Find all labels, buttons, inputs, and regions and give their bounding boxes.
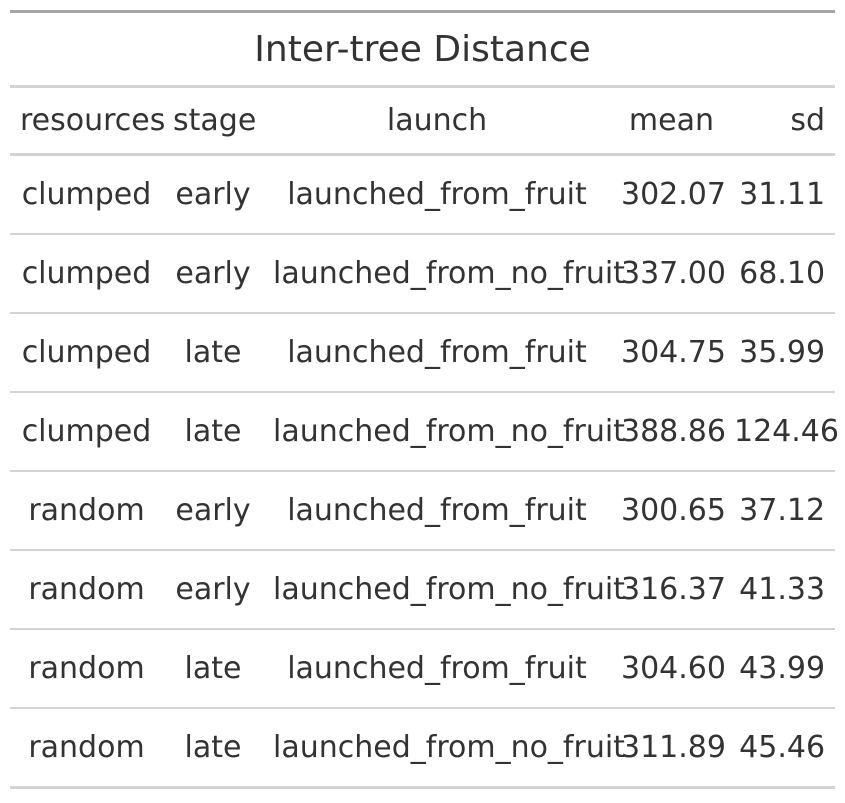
cell-sd: 35.99 — [724, 312, 836, 392]
cell-launch: launched_from_no_fruit — [263, 233, 625, 313]
cell-resources: clumped — [10, 233, 163, 313]
cell-sd: 45.46 — [724, 707, 836, 788]
cell-resources: clumped — [10, 391, 163, 471]
cell-mean: 316.37 — [611, 549, 726, 629]
cell-resources: clumped — [21, 177, 152, 212]
cell-mean: 388.86 — [611, 391, 726, 471]
column-header-sd: sd — [724, 86, 836, 156]
table-title: Inter-tree Distance — [10, 11, 836, 88]
cell-launch: launched_from_fruit — [263, 628, 611, 708]
cell-launch: launched_from_fruit — [287, 177, 587, 212]
cell-mean: 302.07 — [621, 177, 726, 212]
cell-launch: launched_from_no_fruit — [263, 391, 625, 471]
cell-launch: launched_from_fruit — [263, 312, 611, 392]
table-row: clumped early launched_from_no_fruit 337… — [10, 233, 836, 313]
column-header-resources: resources — [10, 86, 165, 156]
table-row: clumped late launched_from_fruit 304.75 … — [10, 312, 836, 392]
cell-stage: early — [163, 549, 263, 629]
cell-mean: 304.60 — [611, 628, 726, 708]
column-header-mean: mean — [611, 86, 724, 156]
cell-sd: 68.10 — [724, 233, 836, 313]
cell-mean: 337.00 — [611, 233, 726, 313]
cell-stage: early — [163, 233, 263, 313]
cell-resources: random — [10, 707, 163, 788]
cell-resources: random — [10, 549, 163, 629]
cell-mean: 304.75 — [611, 312, 726, 392]
cell-sd: 43.99 — [724, 628, 836, 708]
table-row: random late launched_from_no_fruit 311.8… — [10, 707, 836, 788]
cell-mean: 311.89 — [611, 707, 726, 788]
cell-sd: 41.33 — [724, 549, 836, 629]
cell-resources: clumped — [10, 312, 163, 392]
column-header-stage: stage — [163, 86, 263, 156]
cell-stage: early — [175, 177, 251, 212]
column-header-row: resources stage launch mean sd — [10, 86, 836, 156]
cell-sd: 31.11 — [739, 177, 826, 212]
cell-stage: early — [163, 470, 263, 550]
table-row: random early launched_from_no_fruit 316.… — [10, 549, 836, 629]
cell-stage: late — [163, 628, 263, 708]
cell-stage: late — [163, 312, 263, 392]
cell-sd: 124.46 — [724, 391, 839, 471]
table-row: clumped early launched_from_fruit 302.07… — [10, 155, 835, 235]
cell-stage: late — [163, 707, 263, 788]
cell-resources: random — [10, 470, 163, 550]
table-row: clumped late launched_from_no_fruit 388.… — [10, 391, 839, 471]
cell-launch: launched_from_no_fruit — [263, 549, 625, 629]
table-row: random early launched_from_fruit 300.65 … — [10, 470, 836, 550]
cell-launch: launched_from_fruit — [263, 470, 611, 550]
inter-tree-distance-table: Inter-tree Distance resources stage laun… — [10, 10, 839, 789]
inter-tree-distance-table-container: Inter-tree Distance resources stage laun… — [10, 10, 839, 789]
column-header-launch: launch — [263, 86, 611, 156]
cell-sd: 37.12 — [724, 470, 836, 550]
cell-resources: random — [10, 628, 163, 708]
cell-launch: launched_from_no_fruit — [263, 707, 625, 788]
cell-mean: 300.65 — [611, 470, 726, 550]
table-row: random late launched_from_fruit 304.60 4… — [10, 628, 836, 708]
table-title-row: Inter-tree Distance — [10, 11, 836, 88]
cell-stage: late — [163, 391, 263, 471]
